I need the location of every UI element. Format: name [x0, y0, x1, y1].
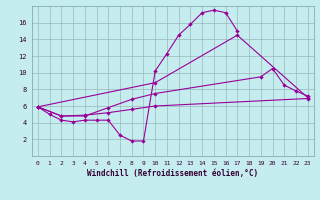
X-axis label: Windchill (Refroidissement éolien,°C): Windchill (Refroidissement éolien,°C)	[87, 169, 258, 178]
